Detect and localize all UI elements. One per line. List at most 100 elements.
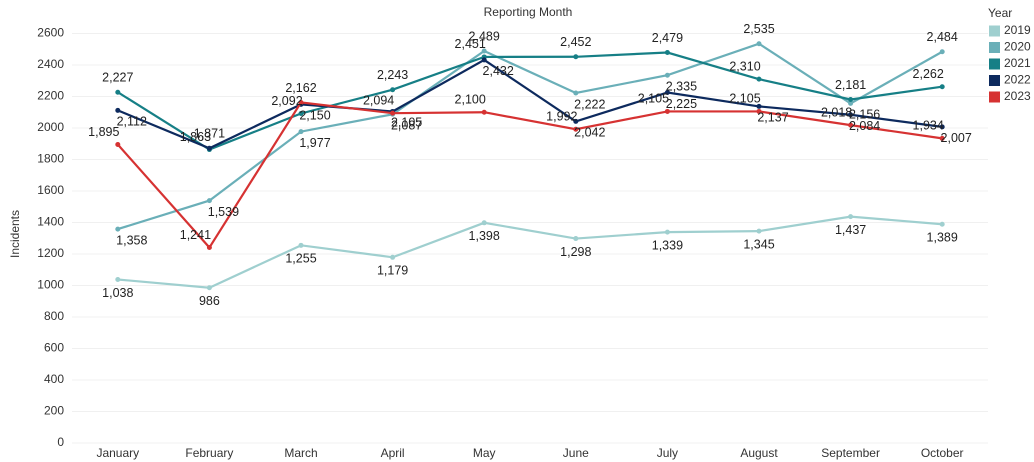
- y-tick-label: 600: [44, 341, 64, 355]
- data-label: 1,358: [116, 233, 147, 247]
- point: [848, 96, 854, 102]
- data-label: 1,977: [299, 136, 330, 150]
- legend-label: 2021: [1004, 56, 1031, 70]
- point: [298, 99, 304, 105]
- x-tick-label: June: [563, 446, 589, 460]
- data-label: 2,262: [913, 67, 944, 81]
- legend-swatch: [989, 91, 1000, 103]
- point: [115, 226, 121, 232]
- point: [390, 254, 396, 260]
- point: [664, 229, 670, 235]
- y-tick-label: 800: [44, 309, 64, 323]
- legend-label: 2022: [1004, 73, 1031, 87]
- data-label: 1,934: [913, 119, 944, 133]
- point: [298, 110, 304, 116]
- point: [298, 129, 304, 135]
- point: [573, 118, 579, 124]
- data-label: 1,038: [102, 286, 133, 300]
- point: [756, 108, 762, 114]
- point: [939, 221, 945, 227]
- data-label: 2,112: [117, 115, 147, 129]
- point: [756, 41, 762, 47]
- y-tick-label: 1800: [37, 152, 64, 166]
- legend-swatch: [989, 75, 1000, 86]
- point: [390, 87, 396, 93]
- point: [206, 245, 212, 251]
- data-label: 2,489: [469, 29, 500, 43]
- y-tick-label: 1200: [37, 246, 64, 260]
- x-tick-label: October: [921, 446, 964, 460]
- data-label: 2,227: [102, 71, 133, 85]
- point: [206, 145, 212, 151]
- point: [848, 112, 854, 118]
- chart-title: Reporting Month: [484, 5, 573, 19]
- point: [115, 142, 121, 148]
- data-label: 2,100: [455, 93, 486, 107]
- data-label: 1,389: [927, 231, 958, 245]
- data-label: 2,479: [652, 31, 683, 45]
- data-label: 1,345: [743, 237, 774, 251]
- y-axis-label: Incidents: [8, 210, 22, 258]
- y-tick-label: 2600: [37, 26, 64, 40]
- point: [573, 126, 579, 132]
- data-label: 2,042: [574, 126, 605, 140]
- data-label: 2,087: [391, 119, 422, 133]
- point: [848, 100, 854, 106]
- data-label: 2,535: [743, 22, 774, 36]
- point: [481, 109, 487, 115]
- x-tick-label: January: [96, 446, 139, 460]
- data-label: 2,105: [391, 116, 422, 130]
- legend-swatch: [989, 25, 1000, 37]
- series-line: [117, 215, 943, 289]
- data-label: 2,156: [849, 108, 880, 122]
- data-label: 2,105: [729, 92, 760, 106]
- point: [939, 84, 945, 90]
- point: [481, 220, 487, 226]
- point: [298, 242, 304, 248]
- data-label: 2,484: [927, 30, 958, 44]
- point: [756, 228, 762, 234]
- data-label: 1,339: [652, 238, 683, 252]
- point: [664, 50, 670, 56]
- data-label: 2,451: [455, 37, 486, 51]
- y-tick-label: 2000: [37, 120, 64, 134]
- data-label: 2,094: [363, 93, 394, 107]
- series-line: [117, 58, 943, 150]
- data-label: 2,335: [666, 80, 697, 94]
- data-label: 2,225: [666, 97, 697, 111]
- data-label: 1,437: [835, 223, 866, 237]
- point: [848, 214, 854, 220]
- data-label: 2,181: [835, 78, 866, 92]
- point: [939, 49, 945, 55]
- x-tick-label: July: [657, 446, 678, 460]
- x-tick-label: March: [284, 446, 317, 460]
- data-label: 1,179: [377, 264, 408, 278]
- data-label: 1,298: [560, 245, 591, 259]
- data-label: 2,007: [941, 131, 972, 145]
- point: [664, 72, 670, 78]
- y-tick-label: 2400: [37, 57, 64, 71]
- data-label: 1,992: [546, 110, 577, 124]
- legend-swatch: [989, 42, 1000, 53]
- series-line: [117, 42, 943, 231]
- y-tick-label: 1600: [37, 183, 64, 197]
- data-label: 2,452: [560, 35, 591, 49]
- legend-label: 2019: [1004, 23, 1031, 37]
- point: [481, 48, 487, 54]
- series-line: [117, 51, 943, 151]
- x-tick-label: September: [821, 446, 880, 460]
- point: [573, 90, 579, 96]
- x-tick-label: February: [185, 446, 233, 460]
- x-tick-label: August: [740, 446, 778, 460]
- point: [481, 57, 487, 63]
- data-label: 1,241: [180, 228, 211, 242]
- data-label: 2,243: [377, 68, 408, 82]
- point: [939, 124, 945, 130]
- point: [664, 108, 670, 114]
- data-label: 2,150: [299, 109, 330, 123]
- data-label: 2,222: [574, 97, 605, 111]
- data-label: 2,092: [271, 94, 302, 108]
- x-tick-label: April: [381, 446, 405, 460]
